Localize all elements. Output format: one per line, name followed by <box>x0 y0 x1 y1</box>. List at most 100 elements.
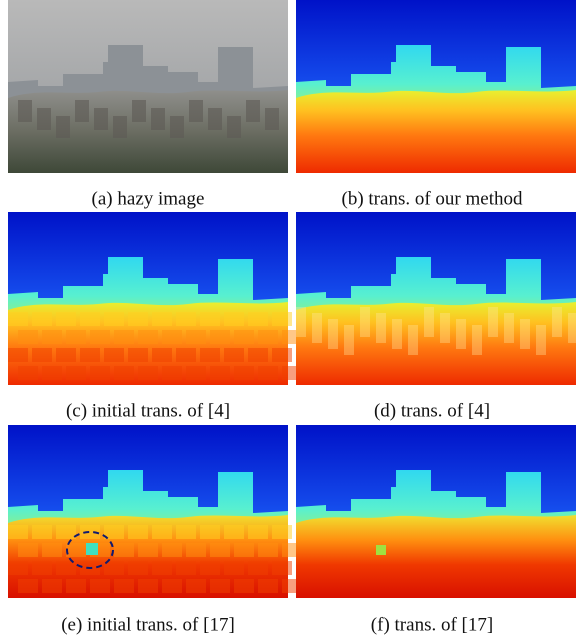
block-artifact <box>248 312 268 326</box>
block-artifact <box>152 312 172 326</box>
block-artifact <box>56 348 76 362</box>
block-artifact <box>258 543 278 557</box>
block-artifact <box>128 348 148 362</box>
building-detail <box>94 108 108 130</box>
block-artifact <box>32 561 52 575</box>
texture <box>376 313 386 343</box>
texture <box>440 313 450 343</box>
texture <box>536 325 546 355</box>
texture <box>504 313 514 343</box>
building-detail <box>170 116 184 138</box>
block-artifact <box>90 366 110 380</box>
block-artifact <box>152 348 172 362</box>
block-artifact <box>8 525 28 539</box>
artifact <box>376 545 386 555</box>
block-artifact <box>66 366 86 380</box>
block-artifact <box>66 330 86 344</box>
building-detail <box>56 116 70 138</box>
block-artifact <box>248 561 268 575</box>
block-artifact <box>138 543 158 557</box>
block-artifact <box>128 525 148 539</box>
block-artifact <box>186 330 206 344</box>
texture <box>472 325 482 355</box>
building-detail <box>246 100 260 122</box>
block-artifact <box>152 525 172 539</box>
texture <box>344 325 354 355</box>
image-panel <box>8 0 288 173</box>
block-artifact <box>114 366 134 380</box>
block-artifact <box>162 543 182 557</box>
block-artifact <box>32 312 52 326</box>
block-artifact <box>18 579 38 593</box>
texture <box>552 307 562 337</box>
block-artifact <box>258 366 278 380</box>
figure: (a) hazy image (b) trans. of our method … <box>0 0 576 639</box>
block-artifact <box>56 561 76 575</box>
building-detail <box>227 116 241 138</box>
block-artifact <box>42 330 62 344</box>
block-artifact <box>42 543 62 557</box>
block-artifact <box>234 330 254 344</box>
block-artifact <box>224 561 244 575</box>
texture <box>568 313 576 343</box>
block-artifact <box>162 579 182 593</box>
caption: (b) trans. of our method <box>342 188 523 209</box>
block-artifact <box>18 366 38 380</box>
texture <box>360 307 370 337</box>
texture <box>488 307 498 337</box>
block-artifact <box>114 330 134 344</box>
block-artifact <box>224 525 244 539</box>
block-artifact <box>186 543 206 557</box>
block-artifact <box>176 525 196 539</box>
caption: (d) trans. of [4] <box>374 400 490 421</box>
texture <box>328 319 338 349</box>
block-artifact <box>272 348 292 362</box>
block-artifact <box>138 579 158 593</box>
block-artifact <box>200 561 220 575</box>
caption: (a) hazy image <box>92 188 205 209</box>
block-artifact <box>258 330 278 344</box>
block-artifact <box>8 561 28 575</box>
block-artifact <box>224 312 244 326</box>
block-artifact <box>18 543 38 557</box>
panels <box>8 0 576 598</box>
caption: (c) initial trans. of [4] <box>66 400 230 421</box>
block-artifact <box>56 312 76 326</box>
texture <box>296 307 306 337</box>
block-artifact <box>210 543 230 557</box>
texture <box>456 319 466 349</box>
building-detail <box>189 100 203 122</box>
block-artifact <box>104 348 124 362</box>
block-artifact <box>42 579 62 593</box>
block-artifact <box>162 330 182 344</box>
texture <box>408 325 418 355</box>
block-artifact <box>186 366 206 380</box>
block-artifact <box>80 348 100 362</box>
block-artifact <box>272 312 292 326</box>
block-artifact <box>234 366 254 380</box>
block-artifact <box>210 330 230 344</box>
block-artifact <box>210 366 230 380</box>
block-artifact <box>104 312 124 326</box>
block-artifact <box>128 561 148 575</box>
block-artifact <box>66 543 86 557</box>
block-artifact <box>176 348 196 362</box>
artifact <box>86 543 98 555</box>
image-panel <box>296 425 576 598</box>
texture <box>424 307 434 337</box>
building-detail <box>132 100 146 122</box>
block-artifact <box>114 579 134 593</box>
block-artifact <box>234 579 254 593</box>
texture <box>392 319 402 349</box>
block-artifact <box>114 543 134 557</box>
building-detail <box>151 108 165 130</box>
texture <box>520 319 530 349</box>
building-detail <box>265 108 279 130</box>
block-artifact <box>152 561 172 575</box>
block-artifact <box>186 579 206 593</box>
block-artifact <box>272 525 292 539</box>
block-artifact <box>248 348 268 362</box>
image-panel <box>296 0 576 173</box>
block-artifact <box>272 561 292 575</box>
image-panel <box>296 212 576 385</box>
